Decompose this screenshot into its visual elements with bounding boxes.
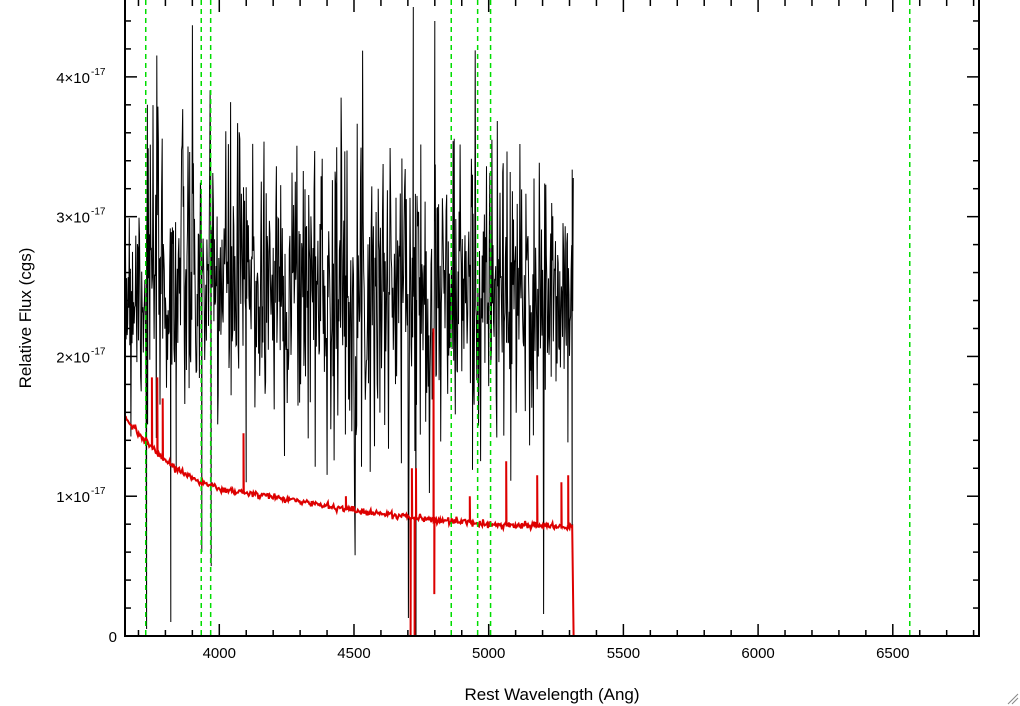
y-tick-label: 4×10: [56, 70, 90, 87]
x-tick-label: 6000: [741, 645, 774, 662]
resize-grip-icon[interactable]: [1007, 693, 1019, 705]
y-tick-exponent: -17: [91, 207, 106, 218]
y-axis-title: Relative Flux (cgs): [16, 248, 35, 389]
x-tick-label: 4500: [337, 645, 370, 662]
x-tick-label: 5000: [472, 645, 505, 662]
x-tick-label: 5500: [607, 645, 640, 662]
y-tick-label: 2×10: [56, 349, 90, 366]
model-continuum-line: [124, 328, 979, 637]
y-tick-label: 1×10: [56, 489, 90, 506]
y-axis: 01×10 -172×10 -173×10 -174×10 -17: [56, 20, 979, 646]
plot-area: [124, 0, 979, 637]
x-tick-label: 6500: [876, 645, 909, 662]
y-tick-exponent: -17: [91, 486, 106, 497]
plot-frame: [124, 0, 980, 637]
x-tick-label: 4000: [203, 645, 236, 662]
y-tick-exponent: -17: [91, 67, 106, 78]
y-tick-label: 3×10: [56, 210, 90, 227]
y-tick-exponent: -17: [91, 346, 106, 357]
y-tick-label: 0: [109, 629, 117, 646]
observed-spectrum-line: [124, 0, 574, 637]
x-axis: 4000 4500 5000 5500 6000 6500: [137, 0, 975, 662]
x-axis-title: Rest Wavelength (Ang): [464, 685, 639, 704]
